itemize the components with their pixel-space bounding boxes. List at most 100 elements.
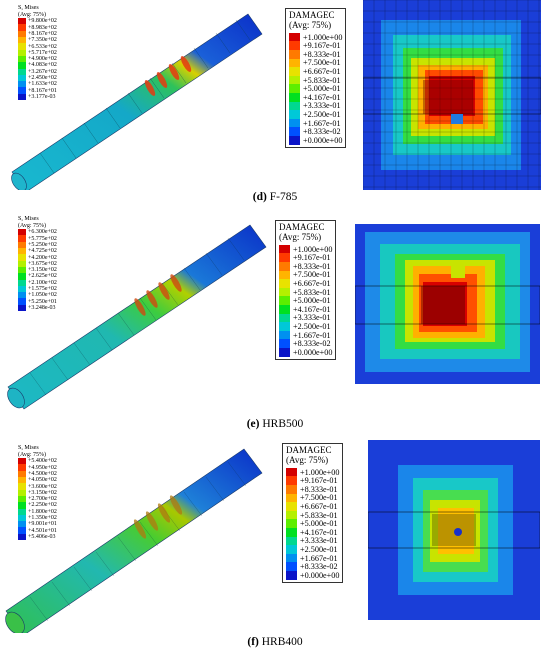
legend-swatch <box>18 502 26 509</box>
legend-value: +4.050e+02 <box>28 477 57 484</box>
legend-swatch <box>279 279 290 288</box>
legend-swatch <box>18 266 26 274</box>
legend-value: +3.150e+02 <box>28 489 57 496</box>
legend-value: +4.200e+02 <box>28 254 57 261</box>
legend-value: +1.800e+02 <box>28 508 57 515</box>
legend-row: +5.000e-01 <box>289 84 342 93</box>
legend-swatch <box>18 55 26 63</box>
legend-swatch <box>286 536 297 546</box>
legend-row: +2.100e+02 <box>18 279 57 286</box>
legend-swatch <box>18 62 26 69</box>
legend-value: +2.700e+02 <box>28 496 57 503</box>
legend-row: +4.950e+02 <box>18 464 57 471</box>
legend-row: +2.500e-01 <box>289 110 342 119</box>
caption-letter: (d) <box>252 191 267 203</box>
legend-value: +1.000e+00 <box>303 32 343 42</box>
legend-row: +4.200e+02 <box>18 254 57 261</box>
damage-contour-plot-d <box>363 0 541 190</box>
legend-row: +8.333e-02 <box>289 127 342 136</box>
legend-row: +1.667e-01 <box>286 554 339 563</box>
legend-value: +2.500e-01 <box>293 321 331 331</box>
legend-swatch <box>18 68 26 75</box>
legend-swatch <box>279 347 290 357</box>
legend-swatch <box>18 241 26 249</box>
panel-f: S, Mises (Avg: 75%) +5.400e+02 +4.950e+02… <box>0 435 550 655</box>
legend-row: +3.675e+02 <box>18 260 57 267</box>
legend-swatch <box>18 514 26 522</box>
legend-swatch <box>289 67 300 76</box>
legend-row: +9.167e-01 <box>289 41 342 50</box>
legend-value: +2.500e-01 <box>303 109 341 119</box>
legend-row: +4.500e+02 <box>18 470 57 478</box>
legend-value: +9.167e-01 <box>300 476 338 486</box>
legend-swatch <box>286 467 297 477</box>
legend-row: +3.333e-01 <box>286 536 339 546</box>
legend-value: +8.167e+01 <box>28 87 57 94</box>
panel-e: S, Mises (Avg: 75%) +6.300e+02 +5.775e+02… <box>0 210 550 435</box>
legend-swatch <box>18 464 26 471</box>
legend-row: +1.633e+02 <box>18 81 57 88</box>
legend-swatch <box>18 235 26 242</box>
legend-swatch <box>18 74 26 82</box>
rod-legend-subtitle: (Avg: 75%) <box>18 222 47 229</box>
legend-swatch <box>289 32 300 42</box>
caption-e: (e) HRB500 <box>0 418 550 430</box>
legend-swatch <box>286 510 297 520</box>
legend-swatch <box>286 484 297 494</box>
legend-value: +8.333e-01 <box>303 49 341 59</box>
legend-row: +9.167e-01 <box>279 253 332 262</box>
legend-swatch <box>289 135 300 145</box>
legend-swatch <box>18 304 26 312</box>
damage-legend-subtitle: (Avg: 75%) <box>279 231 322 242</box>
rod-legend-title: S, Mises <box>18 216 39 222</box>
legend-value: +6.667e-01 <box>300 501 338 511</box>
legend-swatch <box>18 279 26 286</box>
legend-value: +6.300e+02 <box>28 229 57 236</box>
legend-value: +2.100e+02 <box>28 279 57 286</box>
legend-swatch <box>286 553 297 563</box>
legend-value: +5.775e+02 <box>28 235 57 242</box>
legend-value: +4.725e+02 <box>28 248 57 255</box>
legend-row: +5.000e-01 <box>279 296 332 305</box>
legend-value: +2.250e+02 <box>28 502 57 509</box>
legend-value: +8.333e-01 <box>300 484 338 494</box>
legend-value: +8.167e+02 <box>28 30 57 37</box>
legend-row: +3.267e+02 <box>18 68 57 75</box>
legend-value: +3.675e+02 <box>28 260 57 267</box>
legend-swatch <box>279 322 290 331</box>
legend-value: +3.333e-01 <box>300 536 338 546</box>
damage-legend-f: DAMAGEC (Avg: 75%) +1.000e+00 +9.167e-01 +… <box>282 443 344 583</box>
legend-row: +6.667e-01 <box>286 502 339 511</box>
legend-row: +5.250e+01 <box>18 298 57 305</box>
legend-row: +0.000e+00 <box>286 571 339 580</box>
legend-value: +5.406e-03 <box>28 533 56 540</box>
legend-swatch <box>289 110 300 119</box>
legend-row: +8.333e-02 <box>279 339 332 348</box>
legend-value: +3.600e+02 <box>28 483 57 490</box>
legend-row: +1.000e+00 <box>279 245 332 254</box>
legend-swatch <box>18 292 26 299</box>
legend-row: +3.248e-03 <box>18 304 57 312</box>
legend-value: +4.167e-01 <box>300 527 338 537</box>
legend-row: +4.167e-01 <box>279 305 332 314</box>
legend-swatch <box>286 570 297 580</box>
legend-swatch <box>18 229 26 236</box>
rod-contour-plot-d <box>11 13 263 190</box>
legend-value: +1.000e+00 <box>293 244 333 254</box>
legend-row: +4.725e+02 <box>18 248 57 255</box>
legend-row: +9.800e+02 <box>18 18 57 25</box>
legend-swatch <box>286 527 297 537</box>
damage-contour-plot-e <box>355 224 540 384</box>
caption-d: (d) F-785 <box>0 191 550 203</box>
panel-d: S, Mises (Avg: 75%) +9.800e+02 +8.983e+02… <box>0 0 550 210</box>
rod-legend-subtitle: (Avg: 75%) <box>18 451 47 458</box>
legend-value: +4.167e-01 <box>293 304 331 314</box>
damage-legend-d: DAMAGEC (Avg: 75%) +1.000e+00 +9.167e-01 +… <box>285 8 347 148</box>
legend-value: +3.333e-01 <box>293 313 331 323</box>
legend-value: +6.533e+02 <box>28 43 57 50</box>
legend-swatch <box>279 261 290 271</box>
legend-value: +1.000e+00 <box>300 467 340 477</box>
legend-value: +5.400e+02 <box>28 458 57 465</box>
legend-row: +6.667e-01 <box>279 279 332 288</box>
legend-row: +3.150e+02 <box>18 489 57 496</box>
